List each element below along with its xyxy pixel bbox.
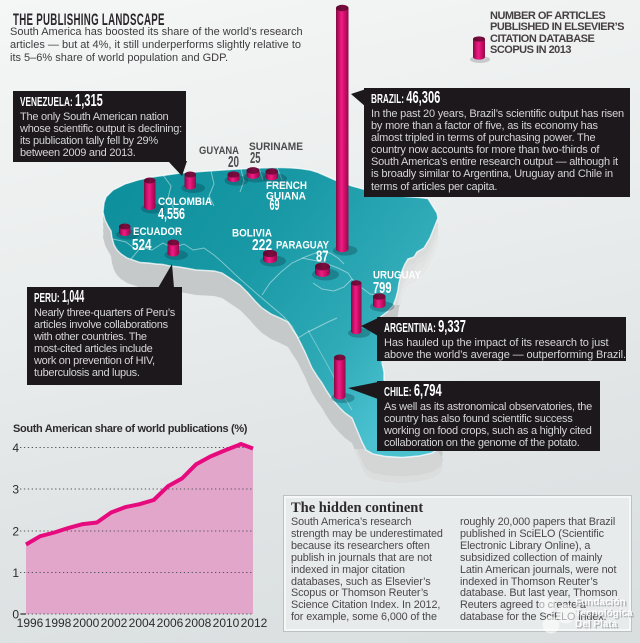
svg-text:2006: 2006 bbox=[157, 616, 184, 630]
svg-text:1: 1 bbox=[12, 566, 19, 580]
svg-text:4: 4 bbox=[12, 441, 19, 455]
svg-text:URUGUAY: URUGUAY bbox=[373, 270, 422, 282]
svg-text:87: 87 bbox=[316, 249, 329, 266]
svg-text:BOLIVIA: BOLIVIA bbox=[232, 228, 272, 240]
svg-text:1996: 1996 bbox=[17, 616, 44, 630]
svg-text:69: 69 bbox=[270, 197, 280, 214]
svg-text:799: 799 bbox=[373, 280, 392, 297]
svg-text:ECUADOR: ECUADOR bbox=[133, 226, 182, 238]
svg-text:2004: 2004 bbox=[129, 616, 156, 630]
svg-text:2: 2 bbox=[12, 525, 19, 539]
svg-text:COLOMBIA: COLOMBIA bbox=[158, 196, 212, 208]
svg-text:4,556: 4,556 bbox=[158, 206, 185, 223]
svg-text:25: 25 bbox=[250, 150, 261, 167]
svg-text:0: 0 bbox=[12, 608, 19, 622]
svg-text:2002: 2002 bbox=[101, 616, 128, 630]
svg-text:PARAGUAY: PARAGUAY bbox=[276, 240, 330, 252]
svg-text:524: 524 bbox=[132, 237, 152, 254]
svg-text:1998: 1998 bbox=[45, 616, 72, 630]
svg-text:3: 3 bbox=[12, 483, 19, 497]
svg-text:20: 20 bbox=[228, 154, 239, 171]
svg-text:GUYANA: GUYANA bbox=[199, 145, 239, 157]
svg-text:222: 222 bbox=[252, 237, 272, 254]
svg-text:SURINAME: SURINAME bbox=[249, 141, 303, 153]
svg-text:2010: 2010 bbox=[213, 616, 240, 630]
svg-text:2012: 2012 bbox=[241, 616, 268, 630]
svg-text:2000: 2000 bbox=[73, 616, 100, 630]
svg-text:GUIANA: GUIANA bbox=[266, 191, 306, 203]
svg-text:2008: 2008 bbox=[185, 616, 212, 630]
svg-text:FRENCH: FRENCH bbox=[266, 180, 307, 192]
